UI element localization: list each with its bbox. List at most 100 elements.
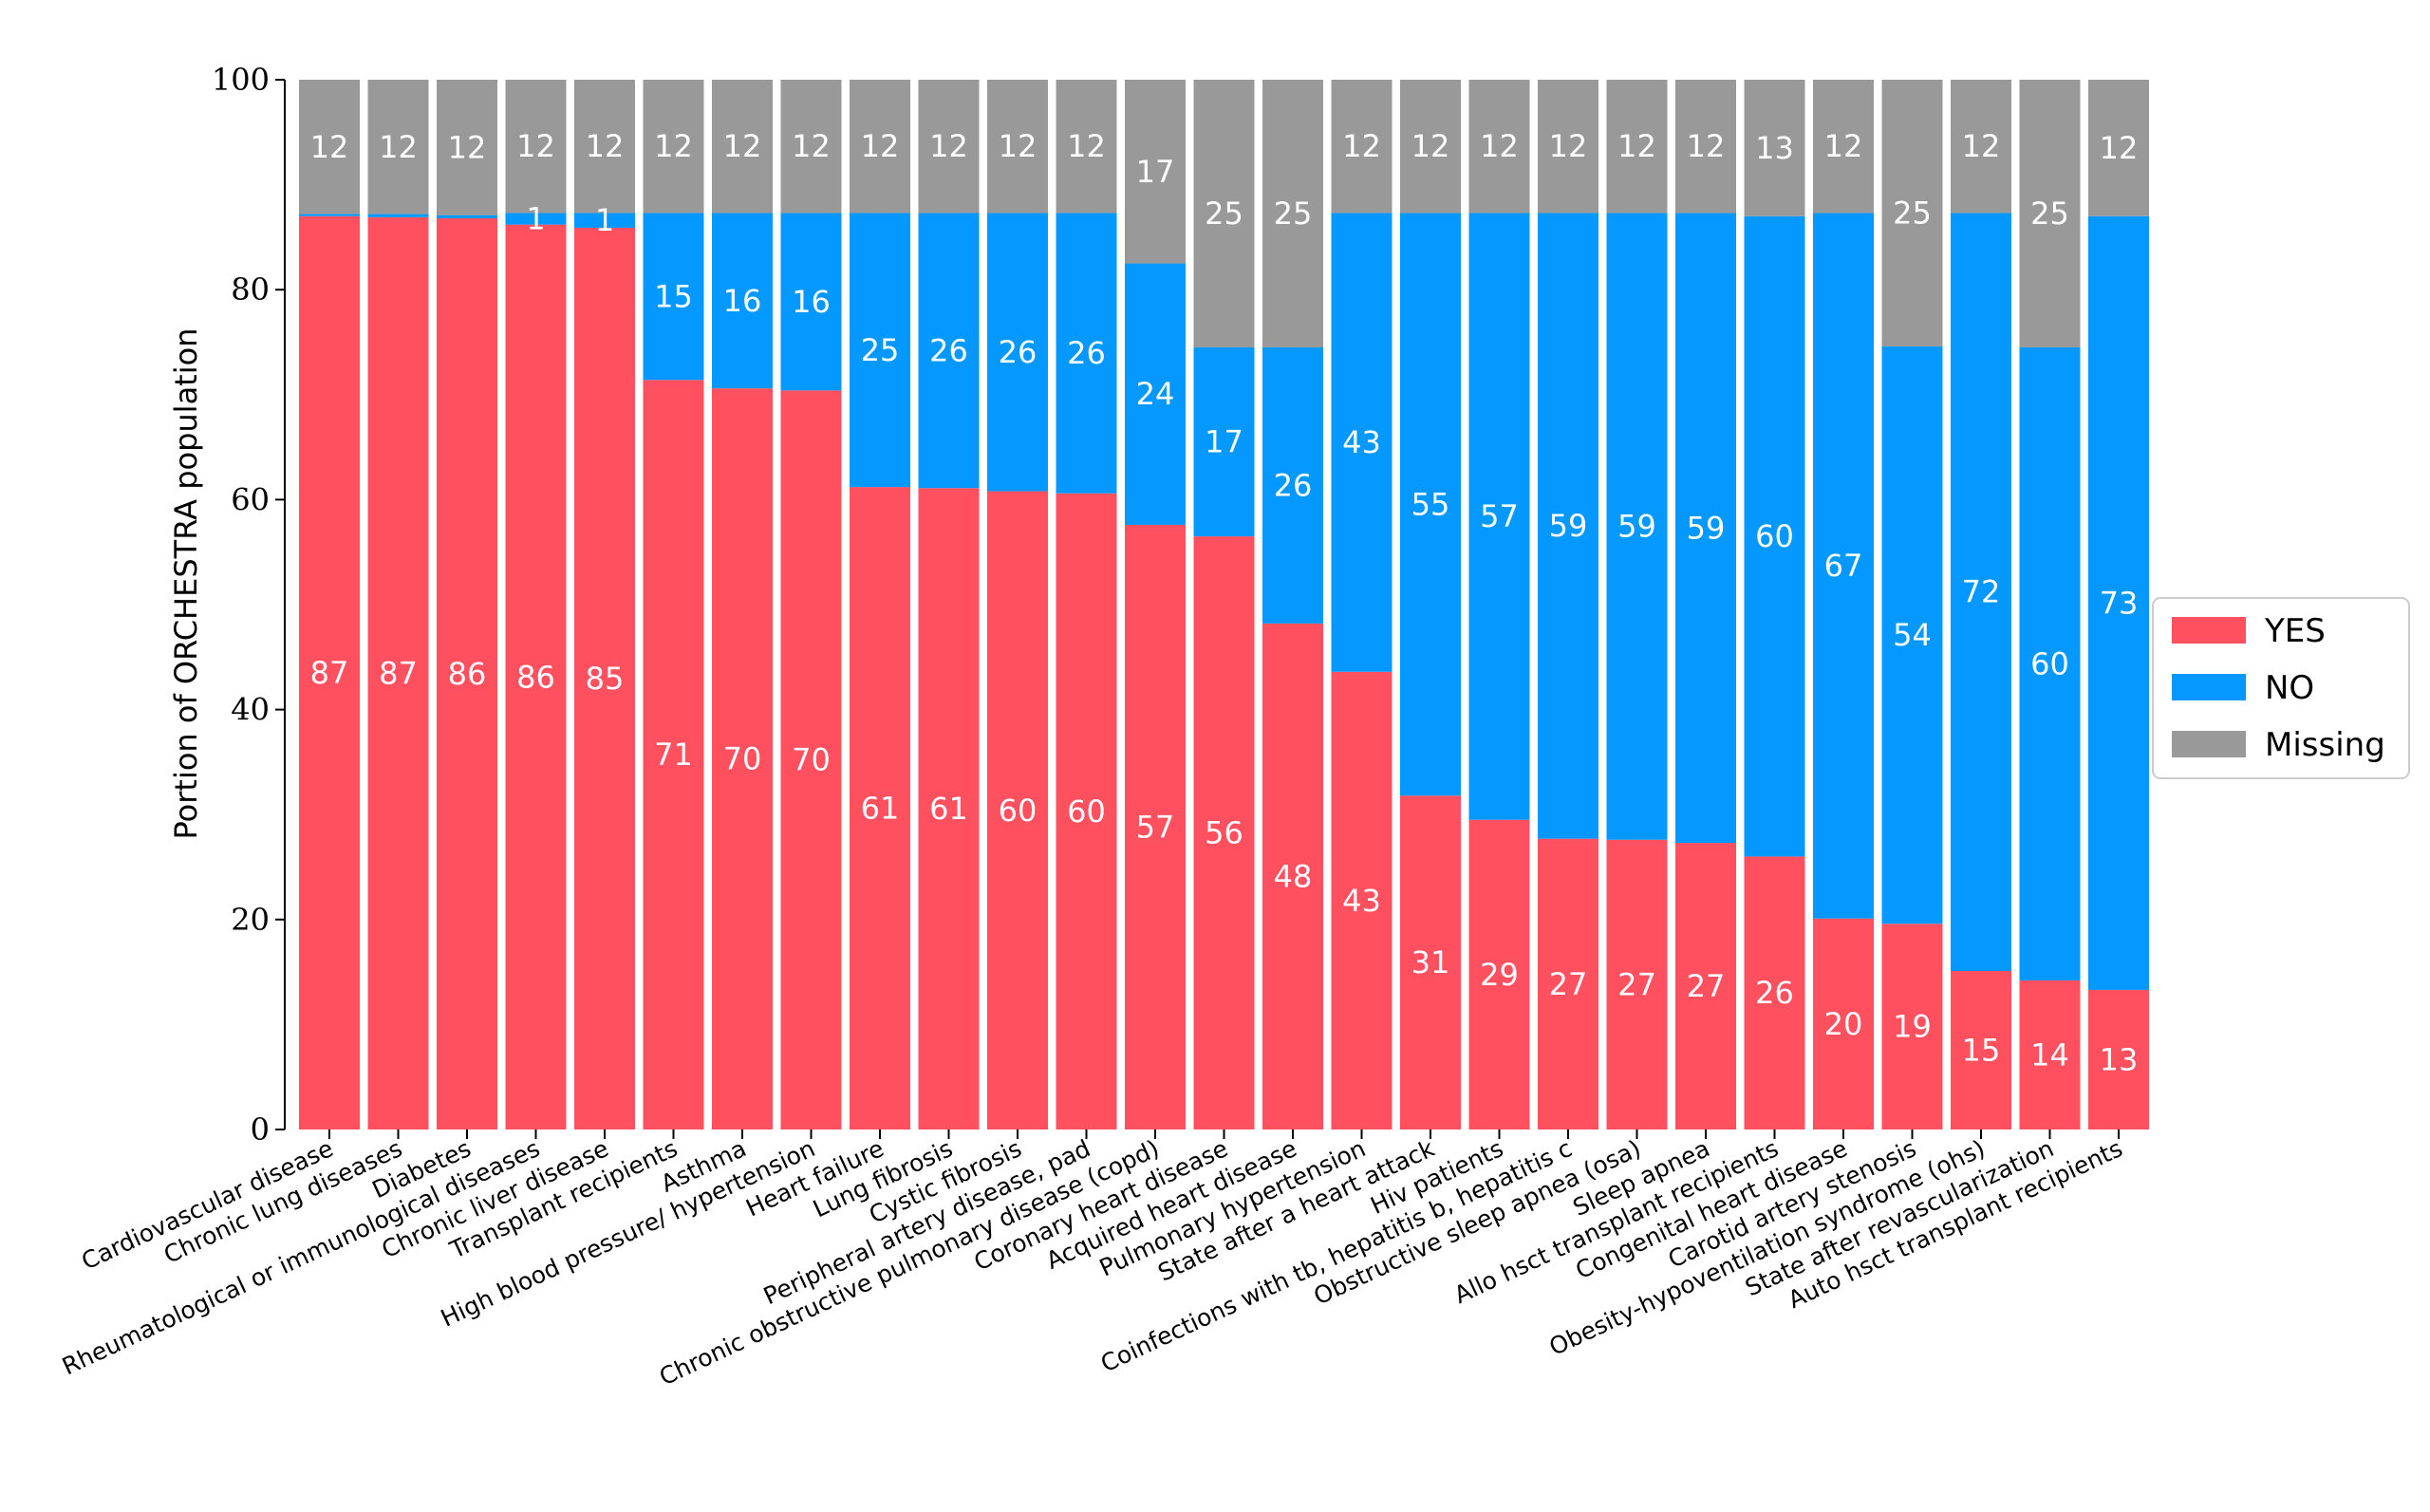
data-label-yes-6: 70 [723, 741, 762, 777]
bar-yes-22 [1813, 918, 1874, 1129]
bar-yes-6 [712, 388, 773, 1129]
bar-yes-23 [1881, 924, 1943, 1129]
data-label-yes-7: 70 [792, 742, 831, 778]
data-label-missing-26: 12 [2100, 130, 2139, 166]
data-label-missing-10: 12 [999, 128, 1037, 164]
bar-no-3 [505, 213, 567, 225]
data-label-yes-22: 20 [1824, 1006, 1863, 1042]
data-label-yes-0: 87 [310, 655, 349, 691]
data-label-missing-2: 12 [448, 129, 487, 165]
bar-no-0 [299, 214, 360, 216]
data-label-yes-1: 87 [379, 655, 418, 691]
data-label-missing-1: 12 [379, 129, 418, 165]
data-label-no-3: 1 [526, 201, 545, 237]
legend-label-no: NO [2265, 669, 2314, 707]
data-label-no-23: 54 [1893, 617, 1932, 653]
bar-yes-0 [299, 215, 360, 1129]
data-label-missing-20: 12 [1687, 128, 1726, 164]
bar-no-16 [1400, 213, 1461, 796]
bar-missing-2 [437, 80, 497, 215]
bar-missing-13 [1193, 80, 1255, 348]
bar-yes-24 [1951, 970, 2011, 1129]
bar-missing-8 [850, 80, 910, 214]
bar-yes-5 [643, 380, 704, 1129]
data-label-no-13: 17 [1205, 424, 1243, 460]
data-label-no-18: 59 [1549, 508, 1588, 544]
data-label-no-22: 67 [1824, 548, 1863, 584]
data-label-missing-15: 12 [1342, 128, 1381, 164]
y-tick-label-60: 60 [231, 481, 270, 517]
bar-missing-11 [1056, 80, 1117, 214]
bar-no-7 [780, 213, 842, 391]
data-label-missing-13: 25 [1205, 196, 1243, 232]
bar-no-15 [1331, 213, 1393, 672]
bar-no-13 [1193, 347, 1255, 537]
data-label-yes-10: 60 [999, 793, 1037, 829]
data-label-yes-23: 19 [1893, 1009, 1932, 1045]
bar-yes-17 [1468, 819, 1530, 1129]
data-label-no-6: 16 [723, 283, 762, 319]
data-label-no-12: 24 [1136, 376, 1175, 412]
y-tick-label-20: 20 [231, 902, 270, 938]
bar-missing-6 [712, 80, 773, 214]
bar-missing-24 [1951, 80, 2011, 214]
bar-yes-2 [437, 217, 497, 1129]
bars-layer [299, 80, 2149, 1130]
bar-missing-14 [1262, 80, 1323, 348]
data-label-yes-15: 43 [1342, 883, 1381, 919]
bar-no-17 [1468, 213, 1530, 820]
bar-no-8 [850, 213, 910, 488]
data-label-yes-24: 15 [1962, 1032, 2001, 1068]
data-label-yes-11: 60 [1067, 793, 1106, 830]
data-label-missing-9: 12 [929, 128, 968, 164]
y-tick-label-100: 100 [212, 62, 270, 98]
bar-missing-22 [1813, 80, 1874, 214]
bar-no-14 [1262, 347, 1323, 624]
data-label-yes-21: 26 [1755, 975, 1794, 1011]
data-label-yes-17: 29 [1480, 957, 1519, 993]
data-label-no-5: 15 [654, 278, 693, 314]
bar-yes-9 [918, 488, 980, 1129]
data-label-yes-19: 27 [1617, 966, 1656, 1002]
data-label-missing-24: 12 [1962, 128, 2001, 164]
bar-no-22 [1813, 213, 1874, 919]
data-label-missing-0: 12 [310, 129, 349, 165]
data-label-yes-4: 85 [586, 661, 625, 697]
data-label-yes-13: 56 [1205, 815, 1243, 851]
data-label-missing-16: 12 [1411, 128, 1450, 164]
data-label-no-11: 26 [1067, 335, 1106, 371]
data-label-missing-17: 12 [1480, 128, 1519, 164]
data-label-yes-26: 13 [2100, 1041, 2139, 1077]
bar-yes-11 [1056, 493, 1117, 1129]
bar-no-10 [987, 213, 1048, 492]
data-label-no-8: 25 [861, 332, 900, 368]
bar-yes-10 [987, 491, 1048, 1129]
data-label-missing-5: 12 [654, 128, 693, 164]
data-label-yes-9: 61 [929, 791, 968, 827]
bar-missing-15 [1331, 80, 1393, 214]
bar-missing-7 [780, 80, 842, 214]
data-label-no-17: 57 [1480, 498, 1519, 534]
data-label-yes-14: 48 [1274, 858, 1313, 894]
bar-no-24 [1951, 213, 2011, 971]
bar-missing-23 [1881, 80, 1943, 346]
bar-yes-1 [367, 216, 429, 1130]
data-label-missing-11: 12 [1067, 128, 1106, 164]
bar-no-6 [712, 213, 773, 389]
data-label-no-15: 43 [1342, 424, 1381, 460]
bar-missing-5 [643, 80, 704, 214]
data-label-no-10: 26 [999, 334, 1037, 370]
data-label-no-4: 1 [595, 202, 614, 238]
bar-yes-25 [2019, 980, 2081, 1129]
y-tick-label-80: 80 [231, 271, 270, 308]
bar-missing-9 [918, 80, 980, 214]
bar-no-2 [437, 215, 497, 218]
bar-yes-14 [1262, 623, 1323, 1129]
bar-no-23 [1881, 345, 1943, 924]
data-label-no-24: 72 [1962, 574, 2001, 610]
bar-no-12 [1125, 263, 1186, 525]
data-label-missing-12: 17 [1136, 154, 1175, 190]
bar-yes-26 [2088, 989, 2149, 1129]
